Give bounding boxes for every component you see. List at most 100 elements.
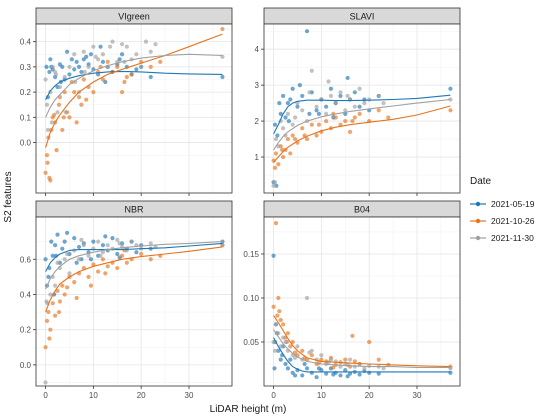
data-point (343, 118, 348, 124)
data-point (72, 67, 77, 72)
data-point (119, 52, 125, 57)
data-point (55, 260, 60, 265)
data-point (64, 285, 70, 290)
x-tick-label: 10 (317, 391, 326, 400)
data-point (292, 136, 298, 142)
data-point (281, 335, 286, 340)
data-point (367, 97, 372, 102)
data-point (307, 90, 312, 95)
legend-label: 2021-05-19 (491, 199, 535, 209)
data-point (276, 295, 281, 301)
data-point (362, 97, 367, 102)
data-point (53, 72, 59, 77)
data-point (115, 237, 120, 242)
data-point (69, 57, 74, 62)
data-point (283, 361, 288, 367)
data-point (88, 52, 94, 57)
data-point (44, 318, 50, 323)
data-point (347, 357, 353, 362)
data-point (276, 348, 281, 353)
data-point (67, 64, 72, 69)
data-point (448, 97, 453, 102)
legend-label: 2021-11-30 (491, 233, 534, 243)
data-point (357, 111, 362, 116)
y-tick-label: 0.0 (20, 139, 32, 148)
data-point (290, 86, 295, 91)
data-point (278, 111, 283, 116)
x-tick-label: 20 (137, 391, 146, 400)
data-point (55, 110, 60, 115)
y-tick-label: 0.4 (20, 290, 32, 299)
data-point (352, 364, 357, 369)
data-point (115, 251, 120, 257)
x-tick-label: 20 (365, 391, 374, 400)
data-point (324, 118, 329, 124)
data-point (47, 336, 52, 341)
data-point (60, 64, 65, 69)
data-point (86, 274, 91, 279)
data-point (100, 77, 106, 82)
data-point (76, 64, 82, 69)
data-point (319, 353, 324, 358)
data-point (134, 67, 139, 72)
data-point (290, 133, 295, 138)
panel-title: VIgreen (118, 12, 150, 22)
data-point (124, 74, 129, 80)
data-point (352, 104, 357, 109)
data-point (357, 372, 362, 377)
plot-area (36, 24, 232, 193)
data-point (319, 97, 324, 102)
data-point (44, 153, 50, 158)
fit-line (273, 98, 451, 151)
data-point (50, 64, 55, 69)
data-point (148, 64, 153, 69)
data-point (347, 129, 353, 134)
y-tick-label: 0.10 (243, 294, 259, 303)
panel-data (271, 221, 453, 380)
fit-line (45, 242, 223, 272)
data-point (352, 359, 357, 364)
panel-title: NBR (124, 205, 144, 215)
data-point (91, 44, 96, 49)
data-point (74, 59, 79, 64)
y-tick-label: 0.2 (20, 326, 32, 335)
legend-item: 2021-10-26 (470, 216, 535, 226)
data-point (338, 373, 343, 378)
data-point (53, 283, 58, 288)
x-tick-label: 30 (413, 391, 422, 400)
data-point (302, 361, 307, 367)
data-point (292, 355, 298, 360)
data-point (333, 101, 338, 106)
fit-line (273, 329, 451, 369)
data-point (148, 241, 153, 246)
data-point (376, 371, 381, 376)
data-point (49, 120, 54, 125)
data-point (61, 115, 66, 120)
data-point (134, 250, 139, 255)
data-point (220, 26, 225, 32)
data-point (367, 370, 372, 375)
data-point (362, 366, 367, 371)
data-point (50, 253, 55, 258)
data-point (88, 257, 94, 262)
data-point (352, 90, 357, 95)
data-point (148, 49, 153, 54)
data-point (98, 253, 103, 258)
data-point (309, 370, 314, 375)
legend-title: Date (470, 176, 492, 187)
data-point (60, 283, 65, 288)
data-point (277, 101, 282, 106)
data-point (338, 93, 343, 99)
data-point (448, 370, 453, 375)
data-point (148, 74, 153, 80)
data-point (79, 69, 84, 75)
data-point (333, 115, 338, 120)
data-point (281, 154, 286, 160)
data-point (338, 90, 343, 95)
data-point (96, 239, 101, 244)
data-point (64, 251, 70, 257)
data-point (60, 246, 65, 251)
data-point (273, 136, 279, 142)
y-tick-label: 0.2 (20, 88, 32, 97)
data-point (314, 375, 319, 380)
